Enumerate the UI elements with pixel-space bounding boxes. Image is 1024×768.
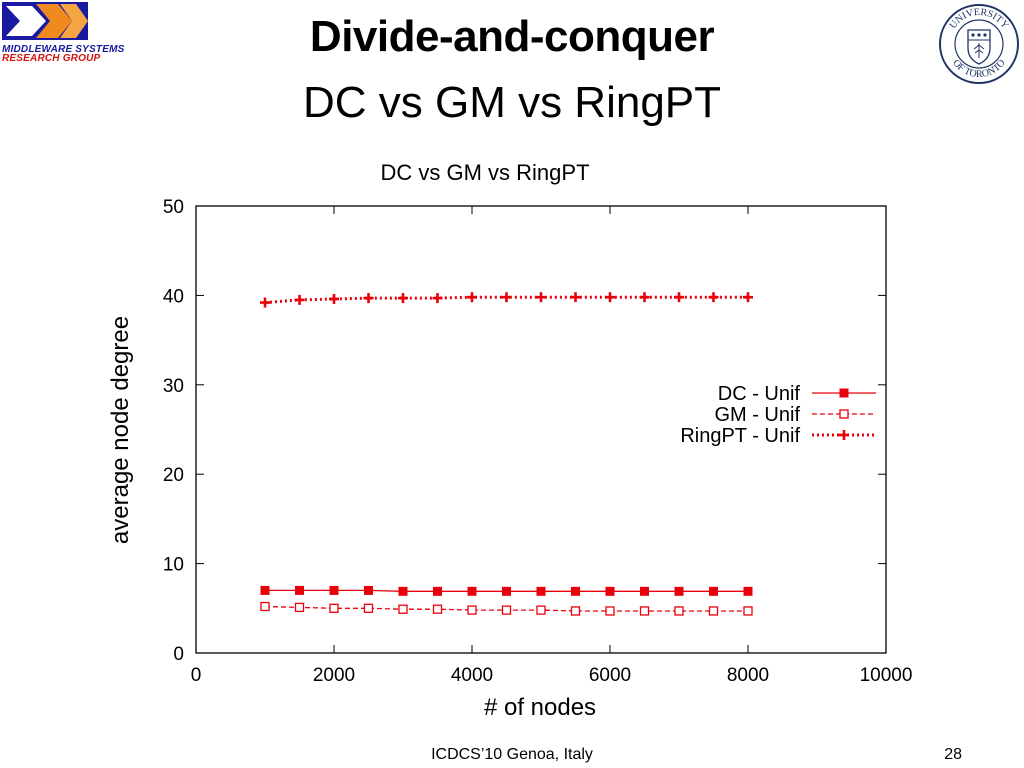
data-point <box>708 292 719 303</box>
data-point <box>329 585 339 595</box>
slide-subtitle: DC vs GM vs RingPT <box>302 78 722 127</box>
data-point <box>570 292 581 303</box>
data-point <box>743 586 753 596</box>
y-axis-label: average node degree <box>107 316 134 544</box>
y-tick-label: 0 <box>173 644 184 665</box>
data-point <box>433 586 442 596</box>
seal-inner-ring <box>954 19 1004 69</box>
logo-arrow-orange-2 <box>60 4 88 38</box>
plot-frame <box>195 205 887 654</box>
data-point <box>260 585 270 595</box>
y-tick-label: 10 <box>163 555 184 576</box>
data-point <box>536 292 546 303</box>
line-chart: DC vs GM vs RingPT average node degree #… <box>107 160 913 721</box>
seal-tree <box>973 43 985 58</box>
legend-marker <box>839 430 849 440</box>
slide-title: Divide-and-conquer <box>309 12 715 61</box>
legend-label: GM - Unif <box>714 404 800 426</box>
data-point <box>708 606 719 616</box>
legend-marker <box>839 409 849 419</box>
legend-label: DC - Unif <box>718 383 801 405</box>
data-point <box>640 586 649 596</box>
chart-title: DC vs GM vs RingPT <box>380 160 589 185</box>
data-point <box>432 293 443 304</box>
x-axis-label: # of nodes <box>484 694 596 721</box>
data-point <box>709 586 718 596</box>
data-point <box>501 605 512 615</box>
x-tick-label: 8000 <box>727 665 769 686</box>
data-point <box>294 602 305 613</box>
seal-shield <box>967 29 991 65</box>
logo-text-line2: RESEARCH GROUP <box>2 53 101 64</box>
data-point <box>501 292 512 303</box>
data-point <box>536 605 546 615</box>
data-point <box>398 604 408 614</box>
mwsg-logo: MIDDLEWARE SYSTEMS RESEARCH GROUP <box>0 0 160 70</box>
legend-label: RingPT - Unif <box>680 425 800 447</box>
y-tick-label: 50 <box>163 197 184 218</box>
data-point <box>432 604 443 614</box>
data-point <box>467 292 477 303</box>
data-point <box>467 586 477 596</box>
logo-arrow-orange-1 <box>36 4 72 38</box>
mwsg-logo-mark <box>2 2 88 40</box>
y-tick-label: 40 <box>163 286 184 307</box>
series-1 <box>260 585 753 596</box>
data-point <box>260 601 270 612</box>
x-tick-label: 2000 <box>313 665 355 686</box>
seal-crown-dot-2 <box>977 33 981 37</box>
data-point <box>329 293 339 304</box>
data-point <box>743 292 753 303</box>
series-2 <box>260 601 753 616</box>
data-point <box>743 606 753 616</box>
series-lines <box>260 292 753 616</box>
logo-arrow-white <box>6 6 46 36</box>
data-point <box>295 585 304 595</box>
data-point <box>398 293 408 304</box>
data-point <box>364 585 373 595</box>
x-tick-label: 6000 <box>589 665 631 686</box>
data-point <box>605 586 615 596</box>
y-ticks: 0 10 20 30 40 50 <box>163 197 886 665</box>
data-point <box>571 586 580 596</box>
y-tick-label: 30 <box>163 376 184 397</box>
data-point <box>639 606 650 616</box>
series-3 <box>260 292 753 308</box>
legend-marker <box>839 388 849 398</box>
data-point <box>467 605 477 615</box>
data-point <box>605 292 615 303</box>
logo-text-line1: MIDDLEWARE SYSTEMS <box>2 44 125 55</box>
y-tick-label: 20 <box>163 465 184 486</box>
data-point <box>674 606 684 616</box>
x-tick-label: 10000 <box>860 665 913 686</box>
data-point <box>502 586 511 596</box>
seal-crown-dot-3 <box>983 33 987 37</box>
data-point <box>605 606 615 616</box>
data-point <box>260 297 270 308</box>
x-ticks: 0 2000 4000 6000 8000 10000 <box>191 206 913 686</box>
data-point <box>674 292 684 303</box>
slide-number: 28 <box>944 746 962 763</box>
data-point <box>570 606 581 616</box>
data-point <box>639 292 650 303</box>
data-point <box>536 586 546 596</box>
seal-crown-dot-1 <box>971 33 975 37</box>
data-point <box>398 586 408 596</box>
data-point <box>294 294 305 305</box>
data-point <box>329 603 339 613</box>
data-point <box>363 293 374 304</box>
data-point <box>674 586 684 596</box>
data-point <box>363 603 374 613</box>
footer-venue: ICDCS’10 Genoa, Italy <box>431 746 593 763</box>
x-tick-label: 4000 <box>451 665 493 686</box>
university-of-toronto-seal: UNIVERSITY OF TORONTO <box>939 4 1019 84</box>
x-tick-label: 0 <box>191 665 202 686</box>
